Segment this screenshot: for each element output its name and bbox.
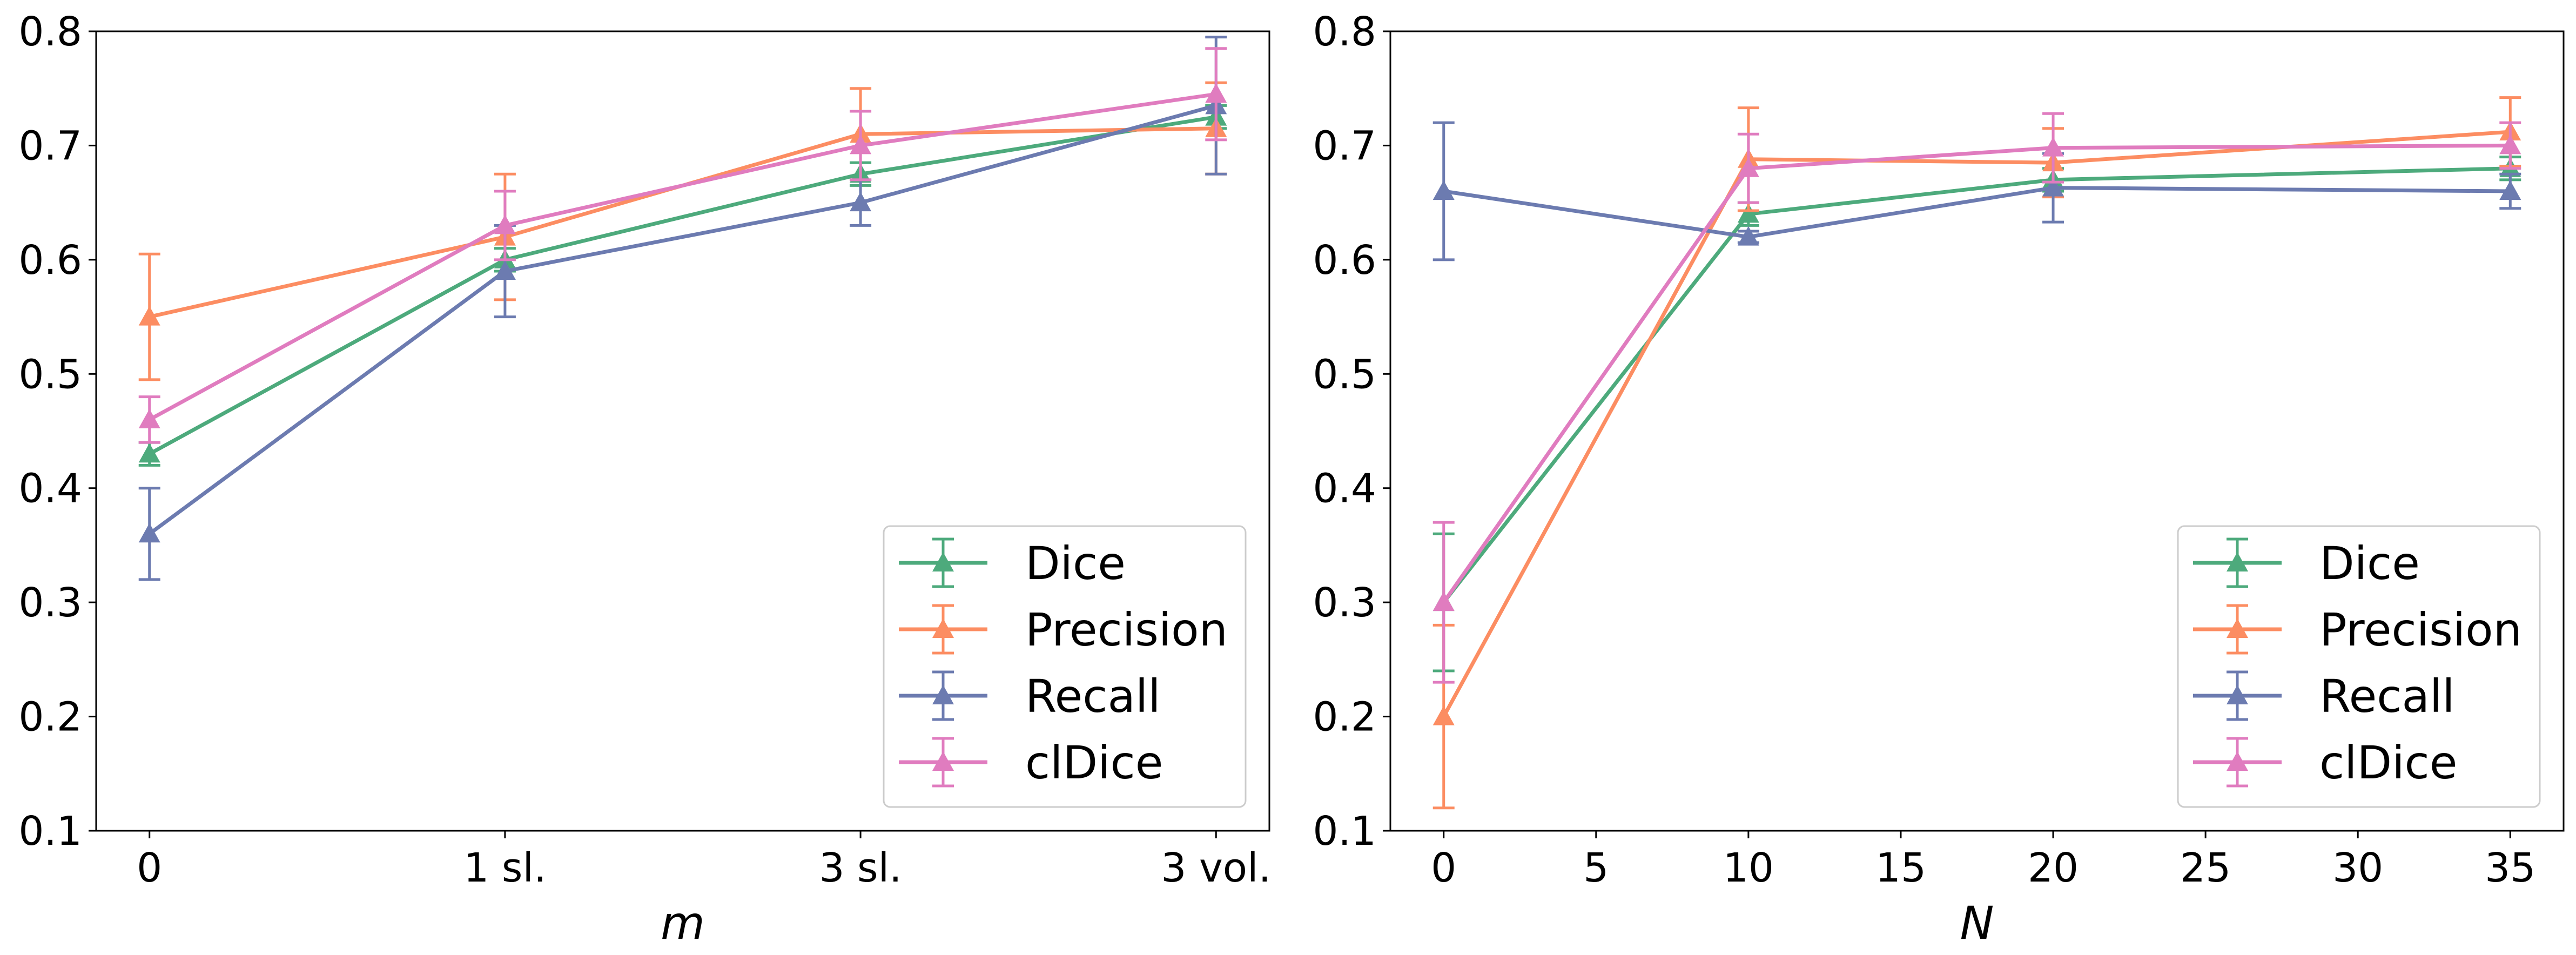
x-tick-label: 0 [137, 845, 162, 891]
x-tick-label: 15 [1875, 845, 1926, 891]
y-tick-label: 0.8 [18, 9, 82, 55]
y-tick-label: 0.5 [1313, 351, 1376, 398]
legend-marker [2227, 685, 2248, 704]
legend-marker [2227, 552, 2248, 571]
legend-box [2177, 525, 2541, 808]
y-tick-label: 0.6 [1313, 237, 1376, 284]
x-tick-label: 25 [2180, 845, 2231, 891]
series-line [148, 104, 1217, 536]
data-point [1737, 203, 1759, 223]
data-point [1432, 591, 1455, 611]
data-point [1737, 157, 1759, 177]
x-tick-label: 30 [2332, 845, 2383, 891]
y-tick-label: 0.3 [1313, 580, 1376, 626]
series-line [1442, 166, 2511, 604]
x-tick-label: 20 [2028, 845, 2079, 891]
plot-frame [1389, 30, 2565, 832]
right-panel: 0.1 0.2 0.3 0.4 0.5 0.6 0.7 0.8 0 5 10 15 20 25 30 35 N D… [1313, 9, 2565, 950]
left-panel: 0.1 0.2 0.3 0.4 0.5 0.6 0.7 0.8 0 1 sl. 3 sl. 3 vol… [18, 9, 1271, 950]
x-tick-label: 3 sl. [819, 845, 902, 891]
y-tick-label: 0.3 [18, 580, 82, 626]
plot-frame [95, 30, 1270, 832]
data-point [138, 443, 160, 463]
series-dice [138, 104, 1227, 467]
y-tick-label: 0.6 [18, 237, 82, 284]
legend-label: Recall [1025, 670, 1161, 723]
data-point [138, 306, 160, 326]
legend-box [883, 525, 1247, 808]
data-point [494, 214, 516, 234]
x-tick-label: 3 vol. [1161, 845, 1271, 891]
legend-label: Dice [1025, 537, 1126, 590]
series-line [149, 126, 1216, 319]
data-point [2499, 134, 2521, 154]
data-point [1432, 705, 1455, 725]
y-tick-label: 0.1 [1313, 808, 1376, 855]
x-tick-label: 0 [1431, 845, 1456, 891]
data-point [2499, 180, 2521, 200]
legend-marker [932, 751, 954, 771]
x-axis-label: m [661, 897, 705, 950]
y-tick-label: 0.2 [1313, 694, 1376, 741]
y-tick-label: 0.1 [18, 808, 82, 855]
y-tick-label: 0.7 [18, 123, 82, 169]
x-axis-label: N [1960, 897, 1994, 950]
legend-marker [2227, 751, 2248, 771]
series-line [149, 92, 1216, 421]
series-line [149, 115, 1216, 456]
legend: Dice Precision Recall clDice [2177, 525, 2541, 808]
series-recall [1432, 121, 2521, 261]
legend-label: clDice [1025, 736, 1163, 789]
series-recall [138, 36, 1227, 581]
legend-marker [932, 552, 954, 571]
data-point [138, 408, 160, 428]
legend: Dice Precision Recall clDice [883, 525, 1247, 808]
data-point [2042, 137, 2064, 157]
data-point [138, 523, 160, 543]
data-point [1432, 180, 1455, 200]
data-point [850, 192, 872, 212]
legend-label: clDice [2319, 736, 2457, 789]
legend-marker [932, 618, 954, 638]
legend-label: Precision [1025, 603, 1228, 656]
data-point [1205, 83, 1227, 103]
legend-label: Dice [2319, 537, 2420, 590]
y-tick-label: 0.8 [1313, 9, 1376, 55]
series-line [1442, 143, 2511, 604]
legend-marker [932, 685, 954, 704]
y-tick-label: 0.4 [1313, 466, 1376, 512]
x-tick-label: 5 [1583, 845, 1609, 891]
x-tick-label: 10 [1723, 845, 1774, 891]
legend-marker [2227, 618, 2248, 638]
data-point [494, 260, 516, 280]
series-cldice [1432, 112, 2521, 684]
data-point [2042, 177, 2064, 197]
series-cldice [138, 47, 1227, 444]
x-tick-label: 35 [2485, 845, 2535, 891]
y-tick-label: 0.7 [1313, 123, 1376, 169]
legend-label: Recall [2319, 670, 2455, 723]
y-tick-label: 0.2 [18, 694, 82, 741]
x-tick-label: 1 sl. [463, 845, 546, 891]
data-point [850, 134, 872, 154]
data-point [1737, 226, 1759, 246]
y-tick-label: 0.4 [18, 466, 82, 512]
series-line [1443, 186, 2511, 239]
legend-label: Precision [2319, 603, 2522, 656]
y-tick-label: 0.5 [18, 351, 82, 398]
